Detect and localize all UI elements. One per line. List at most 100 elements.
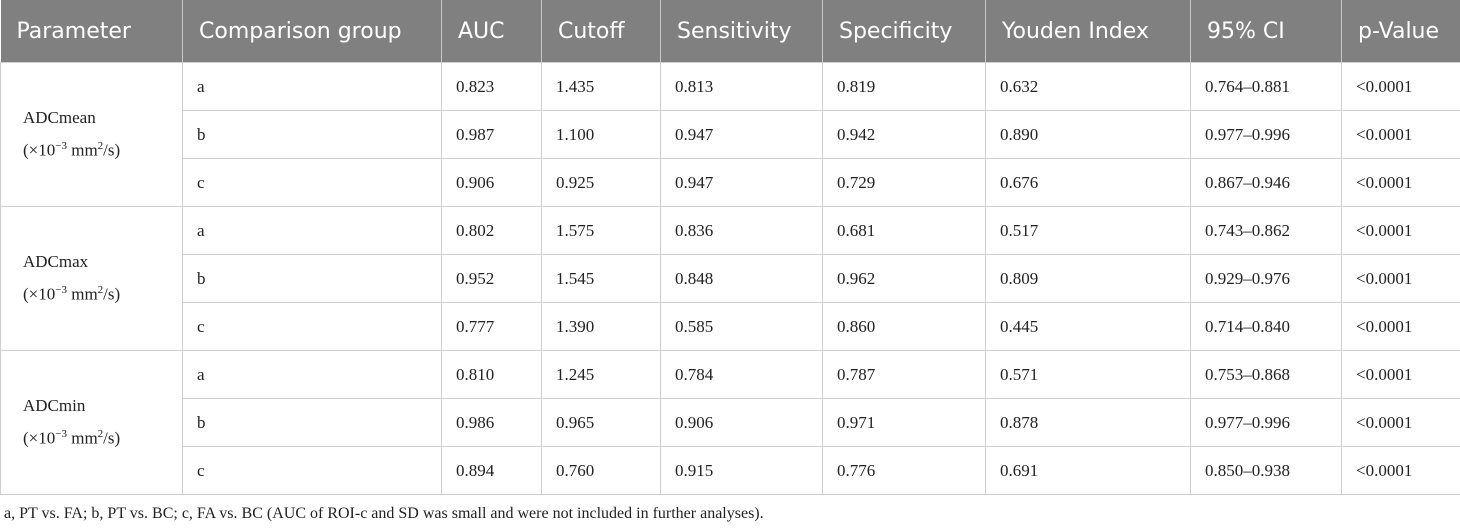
table-cell: 1.390 xyxy=(541,302,661,351)
table-cell: 0.915 xyxy=(660,446,823,495)
table-cell: 0.764–0.881 xyxy=(1190,62,1342,111)
table-cell: 0.517 xyxy=(985,206,1191,255)
parameter-name: ADCmin xyxy=(23,396,86,416)
table-cell: 1.435 xyxy=(541,62,661,111)
unit-text: /s) xyxy=(103,140,121,160)
table-cell: 0.585 xyxy=(660,302,823,351)
table-cell: 0.848 xyxy=(660,254,823,303)
unit-text: mm xyxy=(66,140,98,160)
table-cell: <0.0001 xyxy=(1341,206,1460,255)
table-cell: 0.929–0.976 xyxy=(1190,254,1342,303)
table-cell: 0.906 xyxy=(660,398,823,447)
table-cell: 1.575 xyxy=(541,206,661,255)
table-row: b 0.987 1.100 0.947 0.942 0.890 0.977–0.996 <0.… xyxy=(1,110,1460,159)
table-cell: 0.987 xyxy=(441,110,542,159)
table-cell: c xyxy=(182,158,442,207)
unit-text: (×10 xyxy=(23,140,56,160)
table-cell: 0.777 xyxy=(441,302,542,351)
unit-exponent: −3 xyxy=(55,284,67,297)
table-cell: 0.776 xyxy=(822,446,986,495)
table-row: b 0.952 1.545 0.848 0.962 0.809 0.929–0.976 <0.… xyxy=(1,254,1460,303)
table-cell: 0.753–0.868 xyxy=(1190,350,1342,399)
unit-text: /s) xyxy=(103,428,121,448)
table-row: ADCmax (×10−3 mm2/s) a 0.802 1.575 0.836 0.681… xyxy=(0,206,1460,351)
table-row: c 0.894 0.760 0.915 0.776 0.691 0.850–0.938 <0.… xyxy=(1,446,1460,495)
table-cell: 0.743–0.862 xyxy=(1190,206,1342,255)
unit-text: (×10 xyxy=(23,428,56,448)
footnote: a, PT vs. FA; b, PT vs. BC; c, FA vs. BC… xyxy=(4,505,764,522)
table-cell: 0.760 xyxy=(541,446,661,495)
table-row: ADCmin (×10−3 mm2/s) a 0.810 1.245 0.784 0.787… xyxy=(0,350,1460,495)
table-cell: <0.0001 xyxy=(1341,302,1460,351)
table-cell: 0.819 xyxy=(822,62,986,111)
table-cell: 0.860 xyxy=(822,302,986,351)
column-header: Parameter xyxy=(0,0,183,63)
header-row: Parameter Comparison group AUC Cutoff Sensit… xyxy=(0,0,1460,63)
table-cell: a xyxy=(182,62,442,111)
table-cell: 0.729 xyxy=(822,158,986,207)
table-cell: 0.445 xyxy=(985,302,1191,351)
table-cell: 1.545 xyxy=(541,254,661,303)
table-cell: 0.942 xyxy=(822,110,986,159)
unit-text: /s) xyxy=(103,284,121,304)
unit-text: (×10 xyxy=(23,284,56,304)
table-cell: b xyxy=(182,254,442,303)
table-cell: <0.0001 xyxy=(1341,254,1460,303)
column-header: Sensitivity xyxy=(660,0,823,63)
parameter-cell: ADCmax (×10−3 mm2/s) xyxy=(0,206,183,351)
table-row: b 0.986 0.965 0.906 0.971 0.878 0.977–0.996 <0.… xyxy=(1,398,1460,447)
table-cell: 0.802 xyxy=(441,206,542,255)
table-cell: b xyxy=(182,110,442,159)
table-cell: 1.245 xyxy=(541,350,661,399)
table-cell: b xyxy=(182,398,442,447)
table-cell: 0.676 xyxy=(985,158,1191,207)
table-cell: <0.0001 xyxy=(1341,158,1460,207)
column-header: 95% CI xyxy=(1190,0,1342,63)
table-cell: 0.925 xyxy=(541,158,661,207)
table-cell: 0.632 xyxy=(985,62,1191,111)
table-cell: 0.890 xyxy=(985,110,1191,159)
table-cell: 1.100 xyxy=(541,110,661,159)
column-header: AUC xyxy=(441,0,542,63)
column-header: Specificity xyxy=(822,0,986,63)
table-cell: 0.947 xyxy=(660,110,823,159)
parameter-cell: ADCmean (×10−3 mm2/s) xyxy=(0,62,183,207)
table-cell: 0.971 xyxy=(822,398,986,447)
table-cell: 0.977–0.996 xyxy=(1190,110,1342,159)
table-cell: <0.0001 xyxy=(1341,446,1460,495)
table-cell: 0.571 xyxy=(985,350,1191,399)
table-cell: 0.836 xyxy=(660,206,823,255)
table-row: c 0.906 0.925 0.947 0.729 0.676 0.867–0.946 <0.… xyxy=(1,158,1460,207)
table-cell: a xyxy=(182,206,442,255)
column-header: Cutoff xyxy=(541,0,661,63)
table-cell: 0.952 xyxy=(441,254,542,303)
unit-text: mm xyxy=(66,428,98,448)
table-cell: <0.0001 xyxy=(1341,398,1460,447)
unit-exponent: 2 xyxy=(97,428,104,441)
table-cell: 0.809 xyxy=(985,254,1191,303)
table-cell: 0.947 xyxy=(660,158,823,207)
table-cell: 0.878 xyxy=(985,398,1191,447)
table-cell: 0.784 xyxy=(660,350,823,399)
unit-exponent: −3 xyxy=(55,140,67,153)
table-cell: 0.894 xyxy=(441,446,542,495)
table-cell: c xyxy=(182,302,442,351)
parameter-name: ADCmean xyxy=(23,108,96,128)
results-table: Parameter Comparison group AUC Cutoff Sensit… xyxy=(0,0,1460,495)
table-body: ADCmean (×10−3 mm2/s) a 0.823 1.435 0.813 0.81… xyxy=(0,62,1460,495)
table-cell: 0.810 xyxy=(441,350,542,399)
unit-exponent: 2 xyxy=(97,284,104,297)
table-cell: <0.0001 xyxy=(1341,110,1460,159)
table-cell: 0.906 xyxy=(441,158,542,207)
table-cell: 0.787 xyxy=(822,350,986,399)
table-cell: c xyxy=(182,446,442,495)
table-cell: <0.0001 xyxy=(1341,62,1460,111)
table-cell: 0.965 xyxy=(541,398,661,447)
table-row: c 0.777 1.390 0.585 0.860 0.445 0.714–0.840 <0.… xyxy=(1,302,1460,351)
table-row: ADCmean (×10−3 mm2/s) a 0.823 1.435 0.813 0.81… xyxy=(0,62,1460,207)
column-header: Comparison group xyxy=(182,0,442,63)
parameter-name: ADCmax xyxy=(23,252,89,272)
unit-exponent: −3 xyxy=(55,428,67,441)
table-cell: a xyxy=(182,350,442,399)
